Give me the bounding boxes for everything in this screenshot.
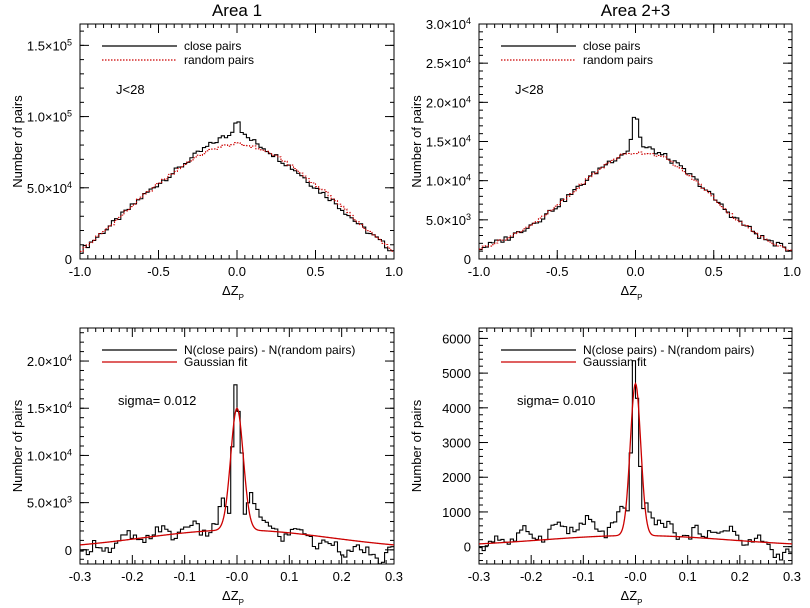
x-tick-label: -0.0 bbox=[226, 569, 248, 584]
y-axis-label: Number of pairs bbox=[409, 95, 424, 188]
y-tick-label: 5.0×104 bbox=[27, 180, 72, 196]
x-tick-label: -1.0 bbox=[69, 264, 91, 279]
legend-label: Gaussian fit bbox=[184, 355, 248, 369]
y-tick-label: 2.5×104 bbox=[426, 55, 471, 71]
y-tick-label: 6000 bbox=[442, 331, 471, 346]
series-close-pairs-line bbox=[479, 116, 792, 252]
y-axis-label: Number of pairs bbox=[10, 95, 25, 188]
y-tick-label: 1.0×104 bbox=[426, 173, 471, 189]
chart-panel-4: -0.3 -0.2 -0.1 -0.0 0.1 0.2 0.3 0 1000 2000 3000 40… bbox=[409, 327, 801, 607]
chart-annotation: J<28 bbox=[116, 82, 145, 97]
y-axis-label: Number of pairs bbox=[409, 399, 424, 492]
x-tick-label: 1.0 bbox=[783, 264, 801, 279]
x-tick-label: -1.0 bbox=[468, 264, 490, 279]
series-gaussian-fit-line bbox=[479, 381, 792, 545]
y-tick-label: 4000 bbox=[442, 401, 471, 416]
x-tick-label: 0.0 bbox=[626, 264, 644, 279]
chart-annotation: sigma= 0.012 bbox=[118, 393, 196, 408]
y-tick-label: 0 bbox=[65, 543, 72, 558]
y-tick-label: 2000 bbox=[442, 470, 471, 485]
x-tick-label: -0.3 bbox=[468, 569, 490, 584]
x-tick-label: 1.0 bbox=[385, 264, 403, 279]
x-tick-label: -0.5 bbox=[546, 264, 568, 279]
legend-label: N(close pairs) - N(random pairs) bbox=[184, 343, 355, 357]
x-axis-label: ΔZP bbox=[222, 588, 244, 607]
y-axis-label: Number of pairs bbox=[10, 399, 25, 492]
x-tick-label: -0.0 bbox=[624, 569, 646, 584]
x-tick-label: 0.2 bbox=[731, 569, 749, 584]
series-gaussian-fit-line bbox=[80, 407, 394, 546]
y-tick-label: 2.0×104 bbox=[27, 353, 72, 369]
series-close-pairs-line bbox=[479, 360, 792, 561]
x-tick-label: 0.5 bbox=[705, 264, 723, 279]
y-tick-label: 1.5×105 bbox=[27, 37, 72, 53]
x-tick-label: 0.0 bbox=[228, 264, 246, 279]
series-close-pairs-line bbox=[80, 121, 394, 254]
legend-label: random pairs bbox=[583, 53, 653, 67]
x-tick-label: 0.3 bbox=[385, 569, 403, 584]
x-tick-label: -0.1 bbox=[173, 569, 195, 584]
y-tick-label: 0 bbox=[65, 252, 72, 267]
x-tick-label: -0.3 bbox=[69, 569, 91, 584]
y-tick-label: 5.0×103 bbox=[426, 212, 471, 228]
series-close-pairs-line bbox=[80, 384, 394, 564]
chart-panel-1: Area 1 -1.0 -0.5 0.0 0.5 1.0 0 5.0×104 1.0×105 1.… bbox=[10, 1, 403, 302]
y-tick-label: 3.0×104 bbox=[426, 16, 471, 32]
y-tick-label: 1000 bbox=[442, 505, 471, 520]
legend-label: N(close pairs) - N(random pairs) bbox=[583, 343, 754, 357]
legend-label: close pairs bbox=[583, 39, 640, 53]
x-tick-label: -0.2 bbox=[520, 569, 542, 584]
y-tick-label: 0 bbox=[464, 540, 471, 555]
x-axis-label: ΔZP bbox=[621, 588, 643, 607]
y-tick-label: 1.0×104 bbox=[27, 447, 72, 463]
chart-title: Area 1 bbox=[212, 1, 262, 20]
y-tick-label: 2.0×104 bbox=[426, 94, 471, 110]
series-random-pairs-line bbox=[80, 142, 394, 252]
y-tick-label: 5.0×103 bbox=[27, 495, 72, 511]
x-axis-label: ΔZP bbox=[222, 283, 244, 302]
x-tick-label: 0.3 bbox=[783, 569, 801, 584]
x-tick-label: -0.5 bbox=[147, 264, 169, 279]
x-tick-label: 0.5 bbox=[306, 264, 324, 279]
chart-annotation: J<28 bbox=[515, 82, 544, 97]
chart-title: Area 2+3 bbox=[601, 1, 670, 20]
chart-panel-3: -0.3 -0.2 -0.1 -0.0 0.1 0.2 0.3 0 5.0×103 1.0×104… bbox=[10, 327, 403, 607]
series-random-pairs-line bbox=[479, 151, 792, 251]
x-tick-label: -0.2 bbox=[121, 569, 143, 584]
legend-label: close pairs bbox=[184, 39, 241, 53]
y-tick-label: 1.5×104 bbox=[27, 400, 72, 416]
y-tick-label: 1.0×105 bbox=[27, 109, 72, 125]
legend-label: Gaussian fit bbox=[583, 355, 647, 369]
chart-panel-2: Area 2+3 -1.0 -0.5 0.0 0.5 1.0 0 5.0×103 1.0×104… bbox=[409, 1, 801, 302]
legend-label: random pairs bbox=[184, 53, 254, 67]
x-tick-label: 0.2 bbox=[333, 569, 351, 584]
x-axis-label: ΔZP bbox=[621, 283, 643, 302]
x-tick-label: -0.1 bbox=[572, 569, 594, 584]
x-tick-label: 0.1 bbox=[280, 569, 298, 584]
chart-annotation: sigma= 0.010 bbox=[517, 393, 595, 408]
y-tick-label: 1.5×104 bbox=[426, 134, 471, 150]
x-tick-label: 0.1 bbox=[679, 569, 697, 584]
y-tick-label: 0 bbox=[464, 252, 471, 267]
y-tick-label: 5000 bbox=[442, 366, 471, 381]
y-tick-label: 3000 bbox=[442, 436, 471, 451]
